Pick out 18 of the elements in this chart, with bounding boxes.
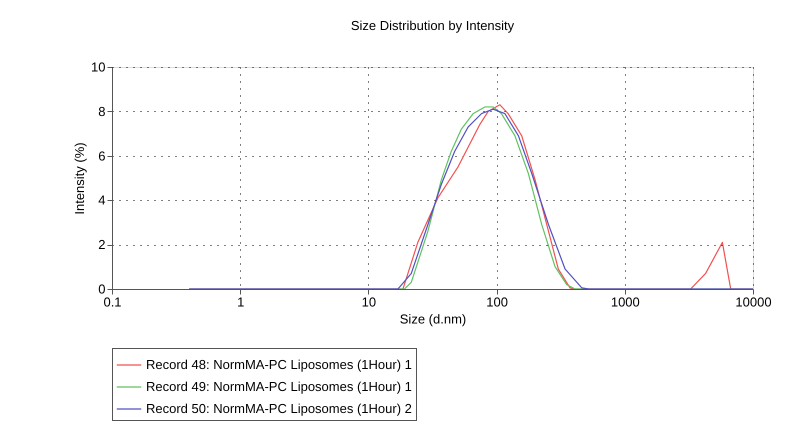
legend-label: Record 48: NormMA-PC Liposomes (1Hour) 1 <box>146 357 412 372</box>
y-tick-label: 0 <box>98 282 106 296</box>
x-tick-label: 0.1 <box>103 294 122 310</box>
x-tick-label: 1000 <box>610 294 640 310</box>
x-tick-label: 10000 <box>735 294 772 310</box>
y-tick-label: 8 <box>98 104 106 119</box>
y-axis-title: Intensity (%) <box>72 142 88 215</box>
y-tick-label: 4 <box>98 192 106 208</box>
x-tick-label: 100 <box>486 294 508 310</box>
chart-title: Size Distribution by Intensity <box>350 18 515 33</box>
x-tick-label: 1 <box>237 294 244 310</box>
x-tick-label: 10 <box>362 294 376 310</box>
x-axis-title: Size (d.nm) <box>400 312 466 326</box>
legend-label: Record 50: NormMA-PC Liposomes (1Hour) 2 <box>146 401 412 416</box>
y-tick-label: 6 <box>98 148 106 164</box>
legend-label: Record 49: NormMA-PC Liposomes (1Hour) 1 <box>146 379 412 394</box>
y-tick-label: 10 <box>91 60 106 74</box>
y-tick-label: 2 <box>98 237 106 252</box>
